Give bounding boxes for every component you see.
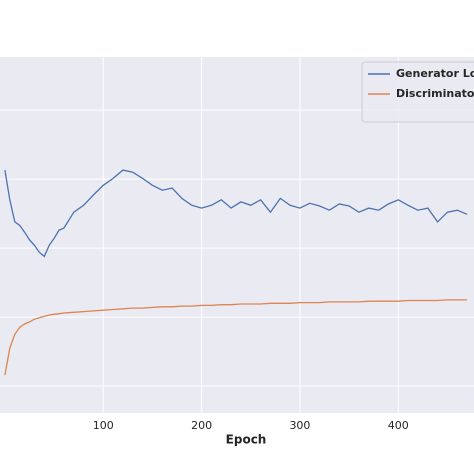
line-series <box>4 299 468 376</box>
x-tick-label: 400 <box>388 419 409 432</box>
legend-box <box>361 61 474 123</box>
x-tick-label: 300 <box>289 419 310 432</box>
x-tick-label: 200 <box>191 419 212 432</box>
legend-label: Generator Loss <box>396 67 474 80</box>
line-series <box>4 169 468 258</box>
x-axis-label: Epoch <box>226 433 267 447</box>
legend-label: Discriminator Loss <box>396 87 474 100</box>
x-tick-label: 100 <box>93 419 114 432</box>
